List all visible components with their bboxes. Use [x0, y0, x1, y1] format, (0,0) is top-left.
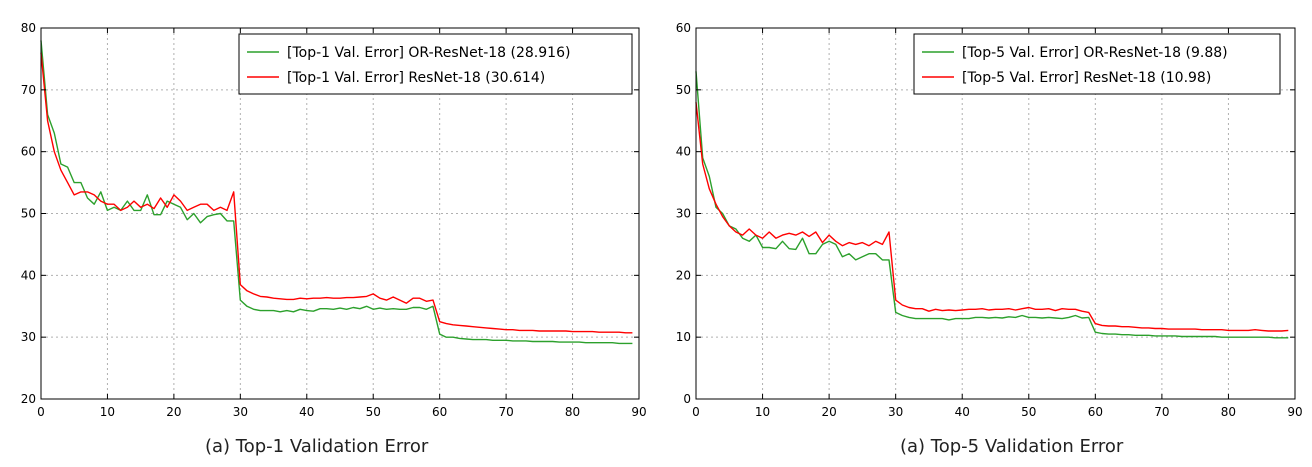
x-tick-label: 0 — [37, 405, 45, 419]
y-tick-label: 40 — [21, 268, 36, 282]
legend-entry: [Top-1 Val. Error] OR-ResNet-18 (28.916) — [287, 45, 570, 61]
x-tick-label: 60 — [1088, 405, 1103, 419]
legend: [Top-5 Val. Error] OR-ResNet-18 (9.88) [T… — [913, 33, 1281, 95]
x-tick-label: 40 — [299, 405, 314, 419]
legend-box — [913, 33, 1281, 95]
y-tick-label: 70 — [21, 83, 36, 97]
x-tick-label: 90 — [631, 405, 646, 419]
y-tick-label: 20 — [21, 392, 36, 406]
y-tick-label: 50 — [21, 207, 36, 221]
x-tick-label: 90 — [1287, 405, 1302, 419]
y-tick-label: 80 — [21, 21, 36, 35]
chart-top1-validation-error: 0 10 20 30 40 50 60 70 80 90 20 30 40 50 60 70 80 [Top-1 … — [21, 21, 647, 419]
x-tick-label: 20 — [821, 405, 836, 419]
x-tick-label: 0 — [692, 405, 700, 419]
x-tick-label: 80 — [565, 405, 580, 419]
legend-box — [238, 33, 633, 95]
x-tick-label: 40 — [955, 405, 970, 419]
legend-entry: [Top-5 Val. Error] ResNet-18 (10.98) — [962, 70, 1211, 86]
y-tick-label: 30 — [21, 330, 36, 344]
series-line-resnet-18 — [695, 102, 1289, 332]
y-tick-label: 60 — [676, 21, 691, 35]
x-tick-label: 50 — [1021, 405, 1036, 419]
x-tick-label: 30 — [233, 405, 248, 419]
x-tick-label: 80 — [1221, 405, 1236, 419]
x-tick-label: 60 — [432, 405, 447, 419]
x-tick-label: 30 — [888, 405, 903, 419]
chart-caption-top5: (a) Top-5 Validation Error — [900, 436, 1124, 457]
x-tick-label: 50 — [366, 405, 381, 419]
y-tick-label: 50 — [676, 83, 691, 97]
y-tick-label: 60 — [21, 145, 36, 159]
chart-top5-validation-error: 0 10 20 30 40 50 60 70 80 90 0 10 20 30 40 50 60 [Top-5 V… — [676, 21, 1303, 419]
series-line-resnet-18 — [40, 52, 633, 334]
y-tick-label: 20 — [676, 268, 691, 282]
y-tick-label: 40 — [676, 145, 691, 159]
x-tick-label: 20 — [166, 405, 181, 419]
chart-panel-top1: 0 10 20 30 40 50 60 70 80 90 20 30 40 50 60 70 80 [Top-1 … — [21, 21, 647, 419]
series-line-or-resnet-18 — [40, 40, 633, 345]
legend-entry: [Top-1 Val. Error] ResNet-18 (30.614) — [287, 70, 545, 86]
legend-entry: [Top-5 Val. Error] OR-ResNet-18 (9.88) — [962, 45, 1228, 61]
y-tick-label: 0 — [683, 392, 691, 406]
legend: [Top-1 Val. Error] OR-ResNet-18 (28.916)… — [238, 33, 633, 95]
chart-caption-top1: (a) Top-1 Validation Error — [205, 436, 429, 457]
y-tick-label: 10 — [676, 330, 691, 344]
x-tick-label: 10 — [100, 405, 115, 419]
x-tick-label: 70 — [498, 405, 513, 419]
x-tick-label: 70 — [1154, 405, 1169, 419]
y-tick-label: 30 — [676, 207, 691, 221]
series-line-or-resnet-18 — [695, 71, 1289, 339]
x-tick-label: 10 — [755, 405, 770, 419]
chart-panel-top5: 0 10 20 30 40 50 60 70 80 90 0 10 20 30 40 50 60 [Top-5 V… — [656, 0, 1312, 467]
